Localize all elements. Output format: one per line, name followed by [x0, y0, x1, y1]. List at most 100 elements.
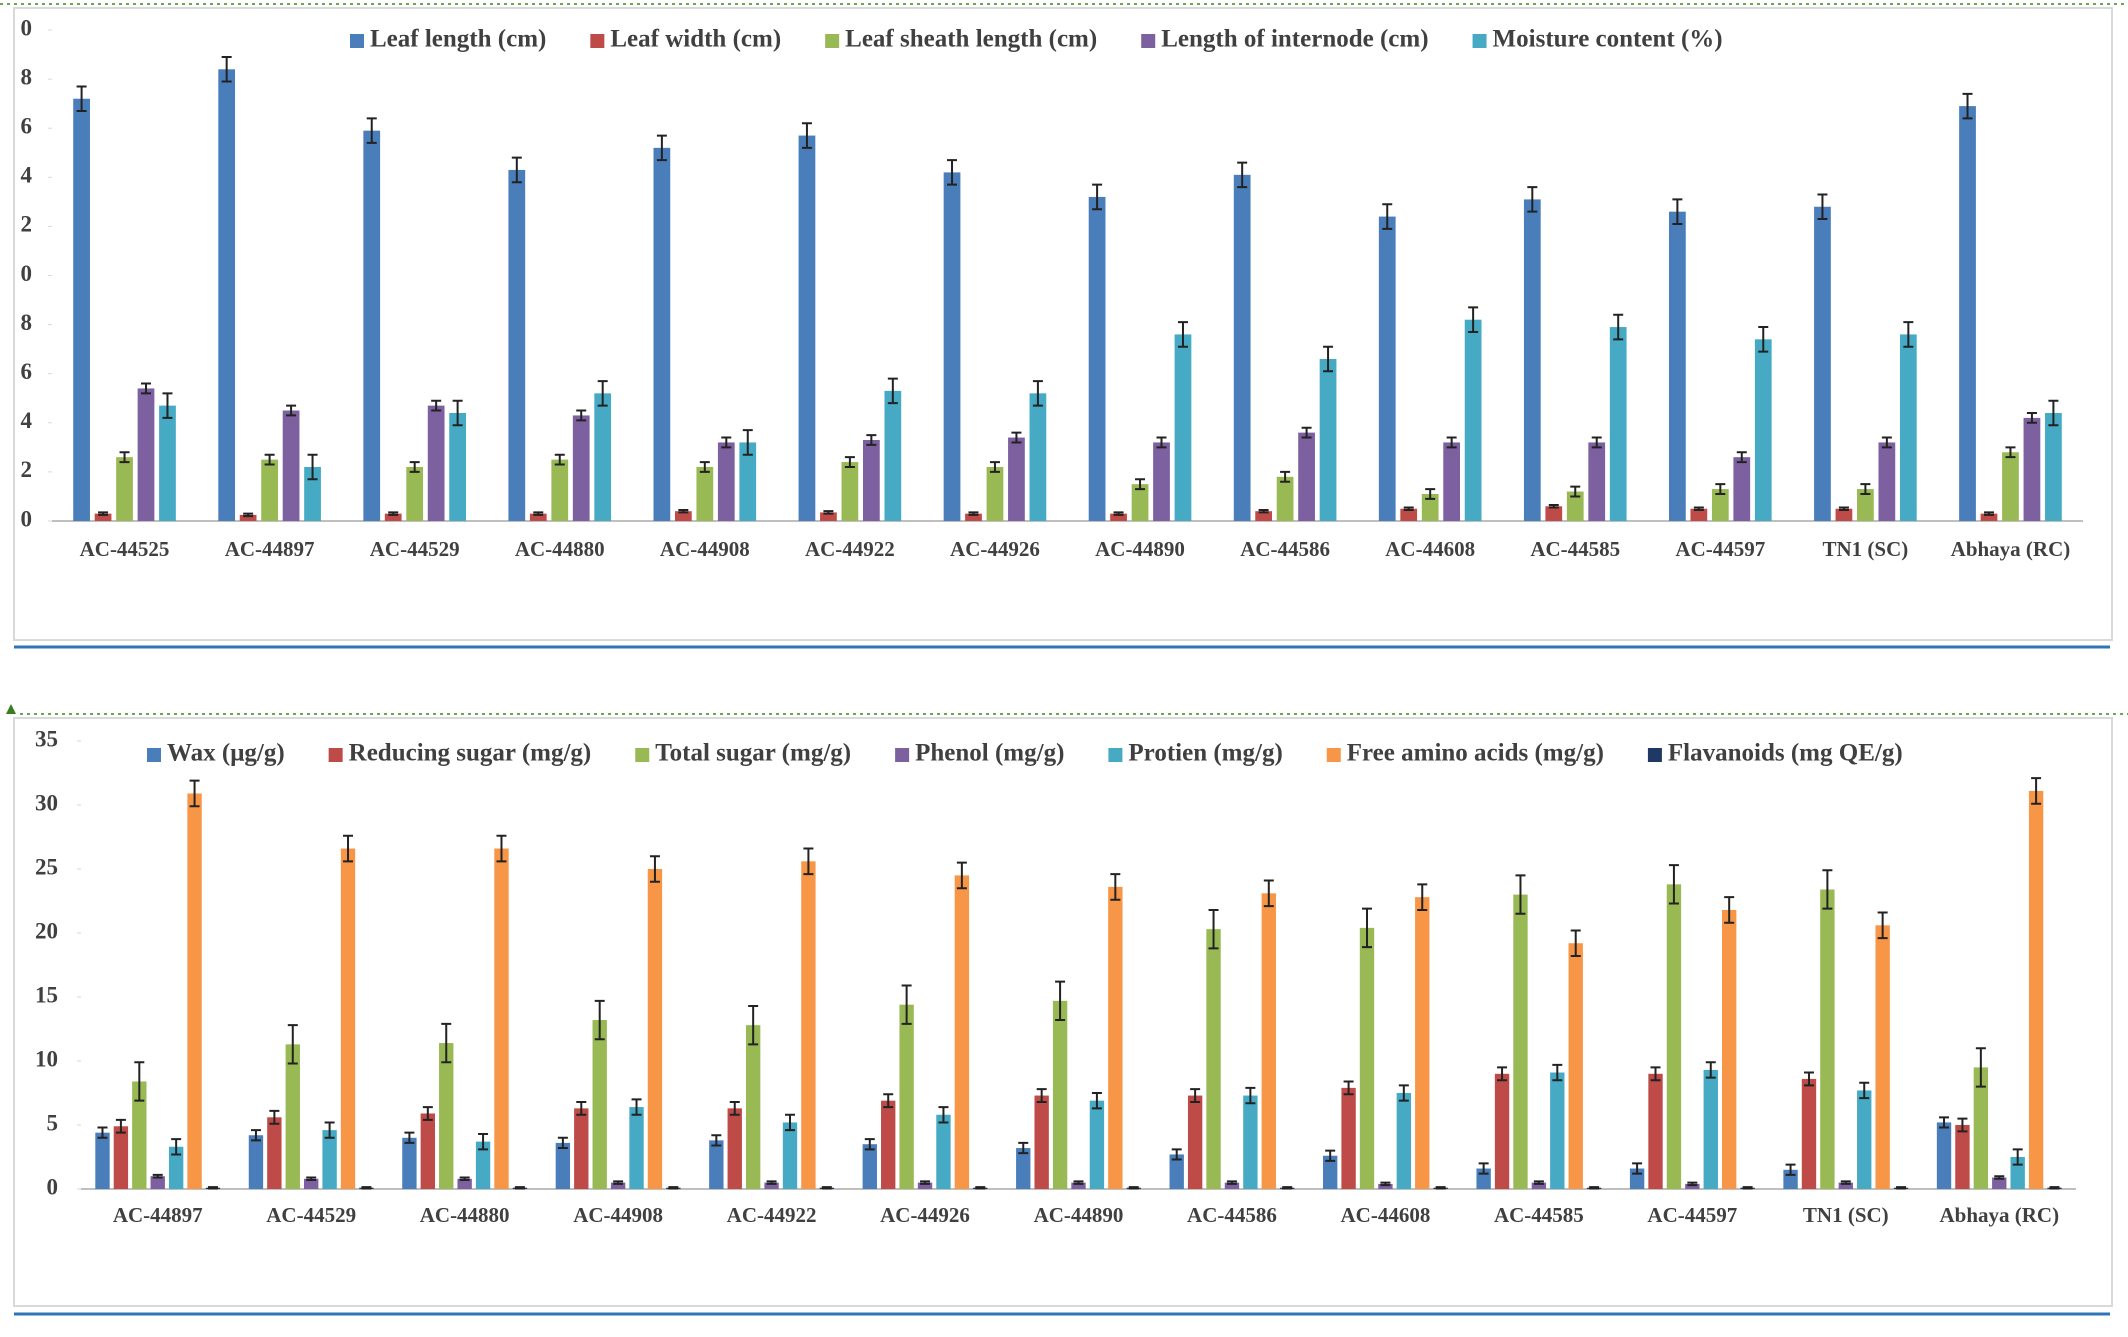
error-bar: [511, 156, 522, 184]
error-bar: [748, 1004, 759, 1046]
bar: [798, 135, 816, 521]
bar: [449, 412, 466, 521]
bar: [168, 1146, 184, 1189]
bar: [782, 1122, 798, 1189]
error-bar: [1548, 504, 1559, 509]
bar: [1233, 174, 1251, 521]
error-bar: [947, 159, 958, 186]
bar: [1261, 893, 1276, 1189]
x-tick-label: AC-44585: [1530, 537, 1620, 561]
error-bar: [554, 453, 565, 466]
x-tick-label: AC-44586: [1187, 1203, 1277, 1227]
bar: [2028, 790, 2044, 1189]
error-bar: [306, 1176, 317, 1182]
bar: [1838, 1182, 1853, 1189]
bar: [1298, 432, 1315, 521]
error-bar: [2031, 777, 2042, 805]
error-bar: [1446, 436, 1457, 449]
bar: [1255, 511, 1273, 521]
bar: [1319, 358, 1337, 521]
y-tick-label: 4: [21, 408, 33, 433]
bar: [1801, 1078, 1817, 1189]
x-tick-label: AC-44922: [727, 1203, 817, 1227]
error-bar: [1417, 883, 1428, 911]
bar: [1400, 508, 1418, 521]
legend-swatch: [1108, 748, 1123, 762]
error-bar: [1840, 1180, 1851, 1185]
bar: [529, 513, 547, 521]
error-bar: [366, 117, 377, 144]
error-bar: [1380, 1181, 1391, 1187]
error-bar: [1527, 186, 1538, 213]
error-bar: [264, 453, 275, 466]
error-bar: [243, 512, 254, 518]
bar: [801, 861, 816, 1189]
error-bar: [1552, 1063, 1563, 1082]
bar: [1857, 1090, 1872, 1189]
y-tick-label: 2: [21, 457, 33, 482]
error-bar: [2026, 411, 2037, 424]
error-bar: [887, 377, 898, 405]
error-bar: [1237, 161, 1248, 189]
error-bar: [324, 1121, 335, 1139]
bar: [1089, 1100, 1105, 1189]
bar: [248, 1135, 264, 1189]
bar: [709, 1140, 724, 1189]
y-tick-label: 6: [21, 359, 33, 384]
error-bar: [1693, 506, 1704, 511]
bar: [1936, 1122, 1952, 1189]
error-bar: [844, 456, 855, 468]
bar: [1609, 327, 1627, 521]
error-bar: [1613, 313, 1624, 341]
error-bar: [1650, 1066, 1661, 1082]
error-bar: [1032, 380, 1043, 407]
error-bar: [594, 999, 605, 1041]
bar: [1359, 927, 1375, 1189]
error-bar: [1403, 506, 1414, 511]
bar: [457, 1178, 472, 1189]
marker: [6, 704, 16, 714]
legend-label: Protien (mg/g): [1128, 740, 1282, 767]
error-bar: [431, 399, 442, 412]
bar: [1169, 1154, 1184, 1189]
bar: [159, 405, 176, 521]
error-bar: [1468, 306, 1479, 333]
error-bar: [1758, 326, 1769, 353]
bar: [574, 1108, 589, 1189]
bar: [629, 1107, 644, 1189]
x-tick-label: AC-44880: [515, 537, 605, 561]
bar: [1322, 1155, 1338, 1189]
error-bar: [207, 1186, 218, 1190]
error-bar: [1687, 1181, 1698, 1187]
error-bar: [1113, 511, 1124, 516]
legend-swatch: [590, 34, 605, 48]
x-tick-label: AC-44608: [1341, 1203, 1431, 1227]
error-bar: [956, 861, 967, 890]
legend-label: Moisture content (%): [1493, 26, 1723, 53]
top-frame: [13, 7, 2113, 641]
bar: [1513, 894, 1528, 1189]
y-tick-label: 30: [35, 790, 58, 815]
error-bar: [2012, 1148, 2023, 1166]
bar: [1187, 1095, 1203, 1189]
error-bar: [97, 1126, 108, 1139]
bar: [73, 98, 90, 522]
bar: [1959, 106, 1976, 521]
error-bar: [1280, 470, 1291, 483]
x-tick-label: AC-44880: [420, 1203, 510, 1227]
error-bar: [388, 511, 399, 516]
bar: [610, 1182, 626, 1189]
y-tick-label: 0: [21, 261, 33, 286]
error-bar: [1011, 431, 1022, 444]
error-bar: [1382, 203, 1393, 230]
bar: [841, 462, 859, 521]
legend-label: Length of internode (cm): [1161, 26, 1428, 53]
bar: [986, 466, 1004, 521]
error-bar: [1570, 485, 1581, 498]
x-tick-label: AC-44608: [1385, 537, 1475, 561]
bar: [150, 1176, 165, 1189]
error-bar: [975, 1186, 986, 1190]
error-bar: [1838, 506, 1849, 511]
error-bar: [1425, 488, 1436, 500]
x-tick-label: AC-44585: [1494, 1203, 1584, 1227]
